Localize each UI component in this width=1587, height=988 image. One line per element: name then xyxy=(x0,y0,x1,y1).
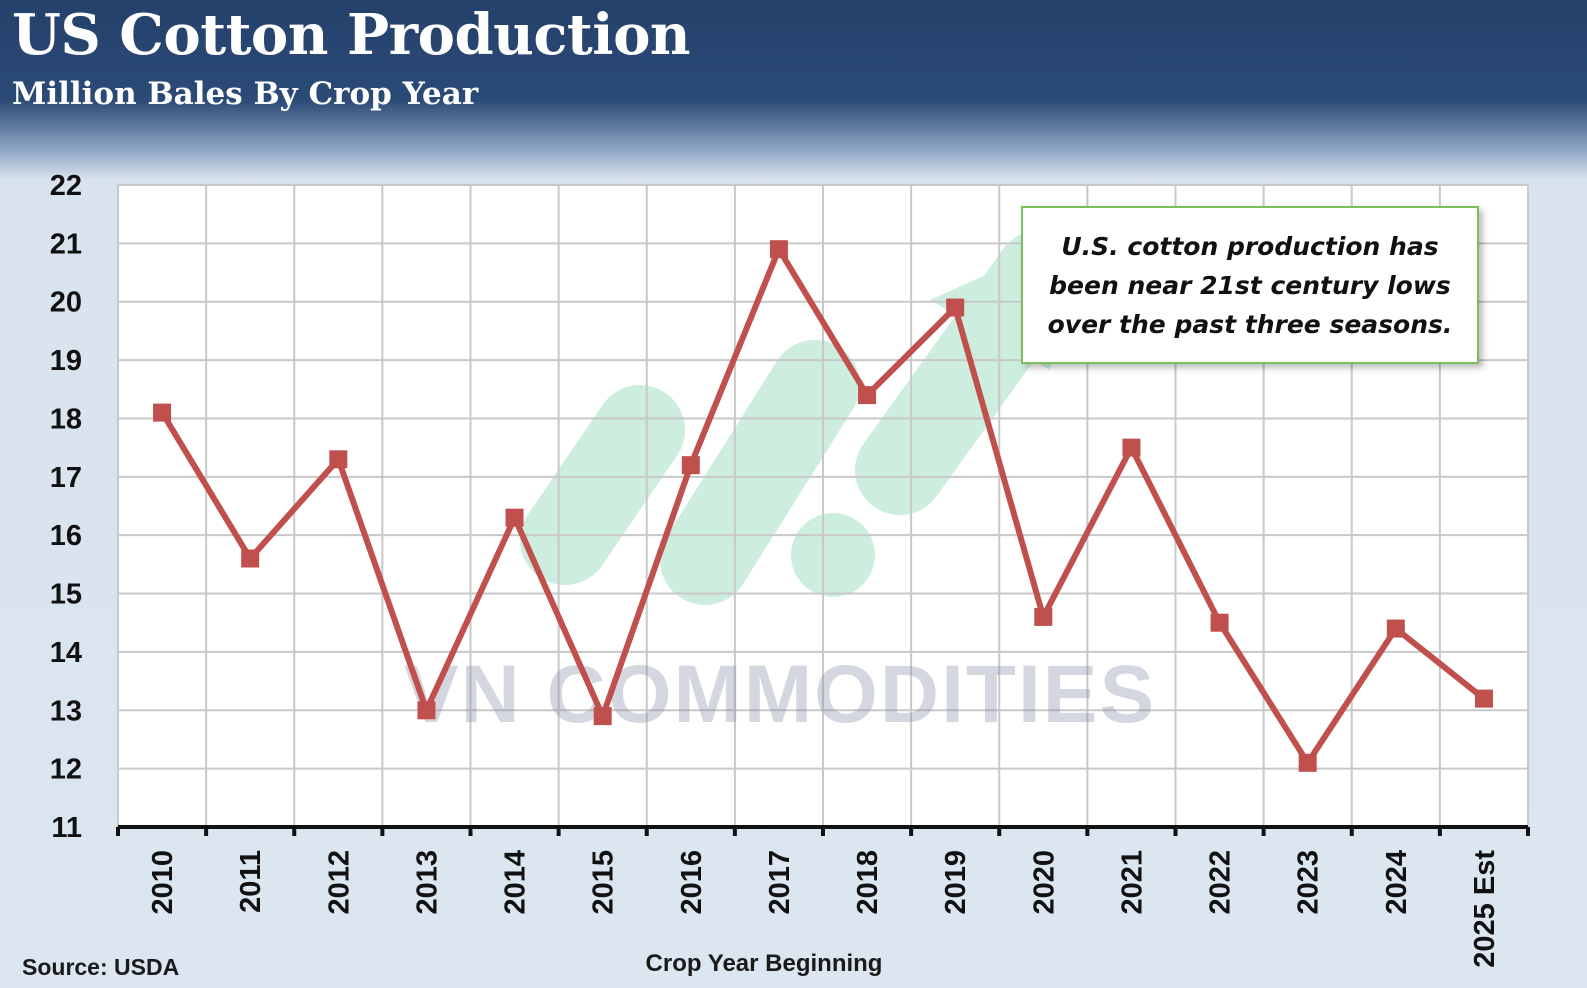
watermark-text: VN COMMODITIES xyxy=(404,649,1156,740)
x-tick-label-5: 2015 xyxy=(588,850,620,915)
data-point-2010 xyxy=(153,403,172,422)
y-tick-label-21: 21 xyxy=(50,228,82,260)
data-point-2013 xyxy=(417,701,436,720)
data-point-2022 xyxy=(1210,613,1229,632)
series-line-0 xyxy=(159,242,1486,769)
x-tick-label-4: 2014 xyxy=(500,850,532,915)
y-tick-label-13: 13 xyxy=(50,695,82,727)
x-tick-label-11: 2021 xyxy=(1116,850,1148,915)
y-tick-label-11: 11 xyxy=(51,812,82,844)
data-point-2015 xyxy=(593,707,612,726)
x-tick-label-6: 2016 xyxy=(676,850,708,915)
x-tick-label-12: 2022 xyxy=(1205,850,1237,915)
x-tick-label-14: 2024 xyxy=(1381,850,1413,915)
y-tick-label-20: 20 xyxy=(50,287,82,319)
x-tick-label-15: 2025 Est xyxy=(1469,850,1501,968)
x-tick-label-8: 2018 xyxy=(852,850,884,915)
data-point-2014 xyxy=(505,508,524,527)
data-point-2025-est xyxy=(1474,689,1493,708)
y-tick-label-14: 14 xyxy=(50,637,82,669)
x-tick-label-7: 2017 xyxy=(764,850,796,915)
source-label: Source: USDA xyxy=(22,954,179,980)
x-tick-label-2: 2012 xyxy=(323,850,355,915)
y-tick-label-18: 18 xyxy=(50,403,82,435)
x-tick-label-13: 2023 xyxy=(1293,850,1325,915)
data-point-2023 xyxy=(1298,753,1317,772)
data-point-2016 xyxy=(681,456,700,475)
x-tick-label-0: 2010 xyxy=(147,850,179,915)
x-tick-label-9: 2019 xyxy=(940,850,972,915)
y-tick-label-16: 16 xyxy=(50,520,82,552)
y-tick-labels: 11 12 13 14 15 16 17 18 19 20 21 22 xyxy=(50,170,82,844)
chart-subtitle: Million Bales By Crop Year xyxy=(12,76,479,112)
data-point-2024 xyxy=(1386,619,1405,638)
data-point-2021 xyxy=(1122,438,1141,457)
chart-header: US Cotton Production Million Bales By Cr… xyxy=(0,0,1587,160)
x-tick-labels: 2010 2011 2012 2013 2014 2015 2016 2017 2018 2019… xyxy=(147,850,1501,968)
axes xyxy=(116,825,1530,836)
data-point-2017 xyxy=(769,240,788,259)
x-axis-title: Crop Year Beginning xyxy=(646,950,883,977)
series-layer xyxy=(153,240,1493,772)
data-point-2012 xyxy=(329,450,348,469)
chart-title: US Cotton Production xyxy=(12,2,691,68)
annotation-box: U.S. cotton production has been near 21s… xyxy=(1021,206,1479,364)
y-tick-label-12: 12 xyxy=(50,754,82,786)
y-tick-label-19: 19 xyxy=(50,345,82,377)
x-tick-label-10: 2020 xyxy=(1028,850,1060,915)
data-point-2018 xyxy=(858,386,877,405)
data-point-2020 xyxy=(1034,607,1053,626)
y-tick-label-22: 22 xyxy=(50,170,82,202)
x-tick-label-1: 2011 xyxy=(235,850,267,913)
x-tick-label-3: 2013 xyxy=(411,850,443,915)
data-point-2011 xyxy=(241,549,260,568)
y-tick-label-17: 17 xyxy=(50,462,82,494)
y-tick-label-15: 15 xyxy=(50,579,82,611)
data-point-2019 xyxy=(946,298,965,317)
